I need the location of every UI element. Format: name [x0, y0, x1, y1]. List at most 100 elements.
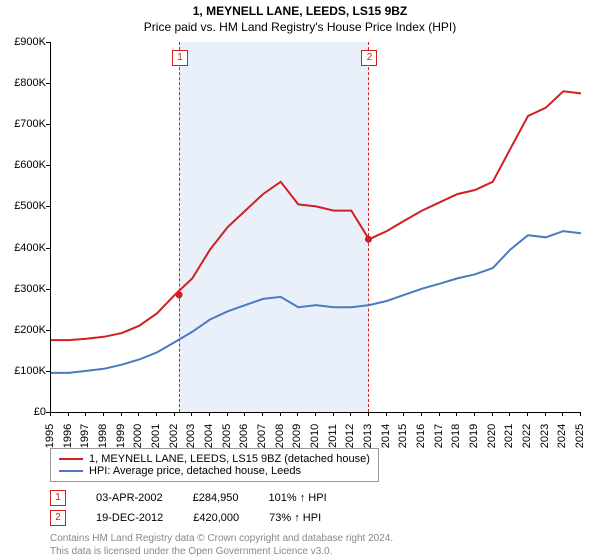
y-tick-label: £300K	[0, 283, 46, 295]
x-tick-label: 2002	[168, 424, 180, 448]
x-tick-label: 2014	[380, 424, 392, 448]
y-tick-mark	[46, 206, 50, 207]
x-tick-mark	[191, 412, 192, 416]
x-tick-mark	[492, 412, 493, 416]
series-line	[51, 91, 581, 340]
series-svg	[51, 42, 581, 412]
x-tick-mark	[85, 412, 86, 416]
tx2-date: 19-DEC-2012	[96, 512, 163, 524]
footer-line-1: Contains HM Land Registry data © Crown c…	[50, 532, 393, 545]
legend-line-1	[59, 458, 83, 460]
footer-line-2: This data is licensed under the Open Gov…	[50, 545, 393, 558]
legend-label-1: 1, MEYNELL LANE, LEEDS, LS15 9BZ (detach…	[89, 453, 370, 465]
y-tick-mark	[46, 371, 50, 372]
x-tick-label: 2017	[433, 424, 445, 448]
y-tick-label: £200K	[0, 324, 46, 336]
x-tick-mark	[103, 412, 104, 416]
y-tick-label: £500K	[0, 200, 46, 212]
x-tick-label: 1998	[97, 424, 109, 448]
y-tick-mark	[46, 330, 50, 331]
x-tick-label: 2006	[238, 424, 250, 448]
x-tick-label: 2003	[185, 424, 197, 448]
tx1-pct: 101% ↑ HPI	[269, 492, 327, 504]
x-tick-mark	[333, 412, 334, 416]
x-tick-mark	[138, 412, 139, 416]
x-tick-mark	[509, 412, 510, 416]
y-tick-label: £0	[0, 406, 46, 418]
footer: Contains HM Land Registry data © Crown c…	[50, 532, 393, 558]
plot-area: 1 2	[50, 42, 581, 413]
x-tick-mark	[209, 412, 210, 416]
x-tick-label: 2020	[486, 424, 498, 448]
legend-item-1: 1, MEYNELL LANE, LEEDS, LS15 9BZ (detach…	[59, 453, 370, 465]
x-tick-label: 2001	[150, 424, 162, 448]
x-tick-label: 2000	[132, 424, 144, 448]
y-tick-label: £100K	[0, 365, 46, 377]
tx2-price: £420,000	[193, 512, 239, 524]
tx1-row: 1 03-APR-2002 £284,950 101% ↑ HPI	[50, 490, 327, 506]
tx2-row: 2 19-DEC-2012 £420,000 73% ↑ HPI	[50, 510, 321, 526]
y-tick-mark	[46, 83, 50, 84]
x-tick-label: 2019	[468, 424, 480, 448]
legend-label-2: HPI: Average price, detached house, Leed…	[89, 465, 301, 477]
x-tick-label: 1996	[62, 424, 74, 448]
x-tick-mark	[439, 412, 440, 416]
x-tick-label: 2025	[574, 424, 586, 448]
x-tick-label: 1999	[115, 424, 127, 448]
tx-point	[176, 291, 183, 298]
x-tick-label: 2022	[521, 424, 533, 448]
legend-line-2	[59, 470, 83, 472]
tx1-marker-icon: 1	[50, 490, 66, 506]
chart-subtitle: Price paid vs. HM Land Registry's House …	[0, 18, 600, 38]
x-tick-mark	[50, 412, 51, 416]
x-tick-mark	[368, 412, 369, 416]
x-tick-mark	[121, 412, 122, 416]
x-tick-label: 2012	[344, 424, 356, 448]
x-tick-label: 2016	[415, 424, 427, 448]
x-tick-mark	[156, 412, 157, 416]
x-tick-label: 2004	[203, 424, 215, 448]
chart-title: 1, MEYNELL LANE, LEEDS, LS15 9BZ	[0, 0, 600, 18]
x-tick-mark	[386, 412, 387, 416]
x-tick-mark	[421, 412, 422, 416]
x-tick-label: 2024	[556, 424, 568, 448]
x-tick-label: 2007	[256, 424, 268, 448]
x-tick-mark	[280, 412, 281, 416]
x-tick-mark	[244, 412, 245, 416]
legend: 1, MEYNELL LANE, LEEDS, LS15 9BZ (detach…	[50, 448, 379, 482]
x-tick-label: 1997	[79, 424, 91, 448]
y-tick-mark	[46, 165, 50, 166]
tx1-price: £284,950	[193, 492, 239, 504]
tx2-marker-on-chart: 2	[361, 50, 377, 66]
tx-point	[365, 236, 372, 243]
tx1-marker-on-chart: 1	[172, 50, 188, 66]
x-tick-label: 2013	[362, 424, 374, 448]
y-tick-label: £700K	[0, 118, 46, 130]
x-tick-label: 2018	[450, 424, 462, 448]
y-tick-label: £400K	[0, 242, 46, 254]
x-tick-mark	[350, 412, 351, 416]
x-tick-label: 2005	[221, 424, 233, 448]
x-tick-mark	[527, 412, 528, 416]
x-tick-label: 1995	[44, 424, 56, 448]
x-tick-mark	[474, 412, 475, 416]
x-tick-label: 2009	[291, 424, 303, 448]
x-tick-mark	[456, 412, 457, 416]
x-tick-mark	[227, 412, 228, 416]
x-tick-mark	[297, 412, 298, 416]
y-tick-mark	[46, 289, 50, 290]
series-line	[51, 231, 581, 373]
x-tick-label: 2023	[539, 424, 551, 448]
y-tick-mark	[46, 124, 50, 125]
x-tick-mark	[174, 412, 175, 416]
x-tick-mark	[580, 412, 581, 416]
x-tick-mark	[315, 412, 316, 416]
x-tick-mark	[262, 412, 263, 416]
x-tick-mark	[562, 412, 563, 416]
chart-container: 1, MEYNELL LANE, LEEDS, LS15 9BZ Price p…	[0, 0, 600, 560]
x-tick-label: 2021	[503, 424, 515, 448]
y-tick-label: £900K	[0, 36, 46, 48]
x-tick-mark	[403, 412, 404, 416]
x-tick-label: 2010	[309, 424, 321, 448]
y-tick-mark	[46, 42, 50, 43]
